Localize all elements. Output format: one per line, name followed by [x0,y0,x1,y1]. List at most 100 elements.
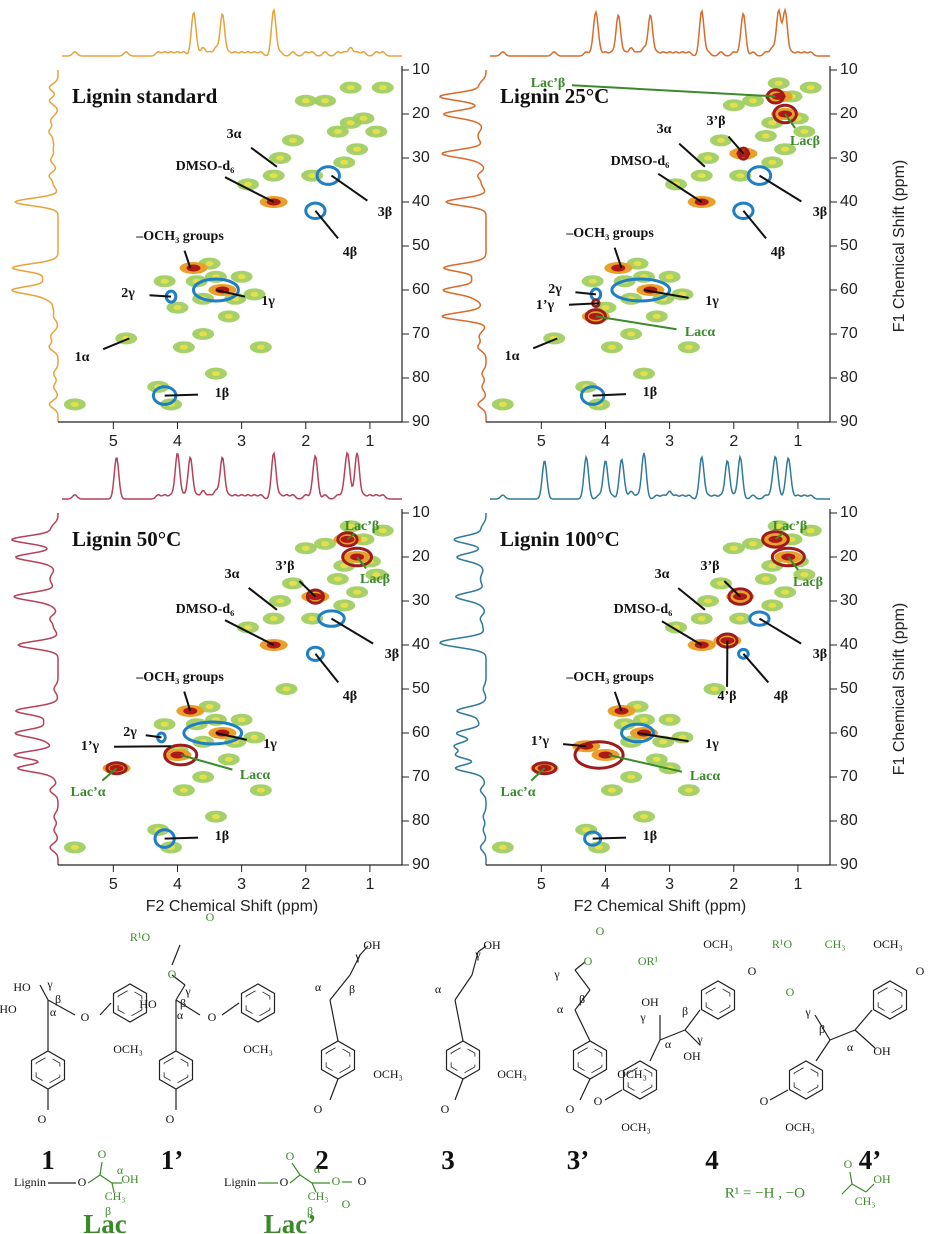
y-tick-label: 40 [412,193,430,210]
structure-atom: OCH₃ [373,1067,403,1081]
ring [622,1060,658,1100]
cross-peak-core [768,159,777,165]
bond [349,954,361,976]
lactate-atom: CH₃ [105,1189,126,1203]
cross-peak-core [308,616,317,622]
structure-atom: OCH₃ [703,937,733,951]
x-tick-label: 4 [601,433,610,450]
bond [477,945,487,953]
cross-peak-core [652,756,661,762]
annotation-leader [592,836,627,840]
annotation-leader [215,289,246,298]
annotation-leader [758,617,802,645]
annotation-label: 2γ [123,725,137,740]
structure-atom: γ [354,949,361,963]
annotation-label: 4β [771,245,785,260]
cross-peak-core [704,155,713,161]
x-tick-label: 4 [173,876,182,893]
cross-peak-core [199,774,208,780]
bond [311,1182,317,1193]
annotation-label: 1γ [263,737,277,752]
cross-peak-core [372,129,381,135]
cross-peak-core [244,624,253,630]
x-tick-label: 4 [601,876,610,893]
highlight-contour [770,546,806,568]
cross-peak-core [781,589,790,595]
lactate-atom: Lignin [224,1175,256,1189]
structure-atom: OH [873,1044,891,1058]
annotation-label: 1γ [705,294,719,309]
annotation-label: DMSO-d₆ [614,602,673,617]
x-tick-label: 3 [237,433,246,450]
annotation-leader [742,653,770,684]
y-tick-label: 70 [412,325,430,342]
structure-atom: O [566,1102,575,1116]
cross-peak-core [237,717,246,723]
structure-label: 4 [705,1145,719,1175]
lactate-atom: O [98,1147,107,1161]
y-tick-label: 60 [412,724,430,741]
ring [158,1050,194,1090]
bond [329,974,351,1001]
cross-peak-core [665,274,674,280]
y-tick-label: 80 [412,369,430,386]
cross-peak-core [768,563,777,569]
bond [814,1014,831,1041]
lactate-atom: O [358,1174,367,1188]
annotation-label: Lacβ [360,572,390,587]
cross-peak-core [595,844,604,850]
annotation-label: 3β [378,205,392,220]
structure-atom: α [847,1040,854,1054]
annotation-label: 1γ [261,294,275,309]
structure-atom: O [206,910,215,924]
y-tick-label: 60 [412,281,430,298]
structure-atom: OR¹ [638,954,659,968]
highlight-contour [305,645,325,662]
y-tick-label: 90 [412,413,430,430]
annotation-leader [113,745,172,748]
annotation-label: –OCH₃ groups [135,670,224,685]
cross-peak-core [321,98,330,104]
lactate-atom: Lignin [14,1175,46,1189]
cross-peak-core [659,739,668,745]
annotation-label: 1α [505,349,520,364]
cross-peak-core [684,787,693,793]
bond [851,1183,867,1193]
cross-peak-core [224,313,233,319]
highlight-contour [727,587,753,606]
annotation-leader [608,754,683,773]
annotation-label: 2γ [548,282,562,297]
annotation-leader [149,294,172,298]
ring-inner [245,988,271,1018]
lactate-atom: β [307,1204,313,1218]
highlight-contour [761,530,790,549]
panel-title: Lignin standard [72,84,218,108]
cross-peak-core [199,331,208,337]
y-tick-label: 70 [412,768,430,785]
structure-atom: O [584,954,593,968]
cross-peak-core [800,572,809,578]
projection-f2 [62,451,402,500]
annotation-label: Lac’α [500,785,535,800]
lactate-atom: O [280,1175,289,1189]
cross-peak-core [301,98,310,104]
y-axis-title: F1 Chemical Shift (ppm) [891,603,908,776]
annotation-leader [678,142,706,168]
bond [574,961,586,971]
x-axis-title: F2 Chemical Shift (ppm) [574,898,747,915]
annotation-label: 1’γ [536,298,555,313]
ring [788,1060,824,1100]
lactate-label: Lac’ [264,1209,316,1234]
ring [112,983,148,1023]
structure-atom: CH₃ [825,937,846,951]
annotation-leader [164,393,199,397]
y-tick-label: 30 [412,149,430,166]
structure-atom: O [916,964,925,978]
cross-peak-core [359,536,368,542]
bond [829,1029,856,1041]
bond [574,989,591,1011]
cross-peak-core [179,787,188,793]
annotation-leader [723,580,741,598]
annotation-leader [643,289,689,299]
structure-atom: OH [683,1049,701,1063]
